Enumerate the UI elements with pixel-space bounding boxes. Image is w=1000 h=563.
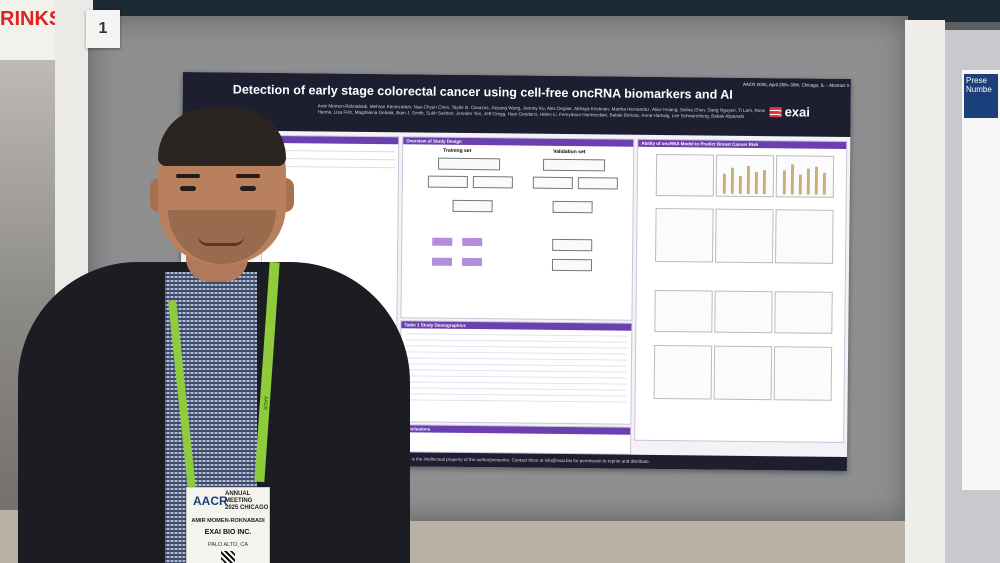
badge-meeting: ANNUAL MEETING 2025 CHICAGO [225, 491, 269, 511]
badge-name: AMIR MOMEN-ROKNABADI [191, 518, 265, 524]
neighbor-poster-title: Prese Numbe [964, 74, 998, 118]
mouth [198, 236, 244, 246]
lanyard-text: AACR [261, 395, 269, 411]
name-badge: AACR ANNUAL MEETING 2025 CHICAGO AMIR MO… [186, 487, 270, 563]
background-sign: RINKS [0, 0, 60, 60]
eye [180, 186, 196, 191]
eyebrow [236, 174, 260, 178]
board-frame-right [905, 20, 945, 563]
board-number-tag: 1 [86, 10, 120, 48]
eyebrow [176, 174, 200, 178]
badge-company: EXAI BIO INC. [204, 529, 252, 536]
presenter-hair [158, 108, 286, 166]
badge-city: PALO ALTO, CA [207, 542, 249, 548]
neighbor-poster: Prese Numbe [962, 70, 1000, 490]
qr-code-icon [221, 551, 235, 563]
badge-aacr-logo: AACR [193, 494, 228, 508]
eye [240, 186, 256, 191]
